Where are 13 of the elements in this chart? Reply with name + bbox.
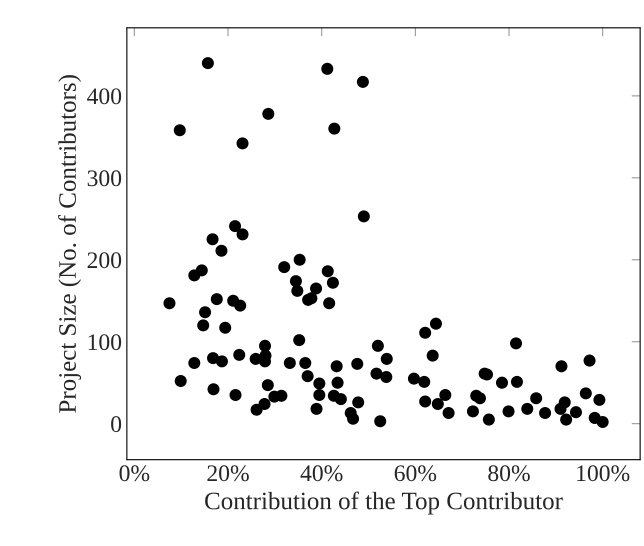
y-tick-label: 400 — [87, 88, 122, 104]
x-tick-label: 40% — [300, 465, 343, 482]
x-tick-label: 0% — [120, 465, 150, 482]
x-tick-label: 20% — [207, 465, 249, 482]
x-tick-label: 100% — [577, 465, 630, 482]
x-tick-label: 60% — [394, 465, 436, 482]
x-tick-label: 80% — [488, 465, 530, 482]
y-tick-label: 300 — [88, 170, 122, 186]
y-tick-label: 0 — [111, 416, 122, 432]
y-axis-title: Project Size (No. of Contributors) — [58, 75, 82, 413]
x-axis-title: Contribution of the Top Contributor — [205, 492, 563, 514]
y-tick-label: 100 — [88, 334, 122, 350]
y-tick-label: 200 — [88, 252, 122, 268]
